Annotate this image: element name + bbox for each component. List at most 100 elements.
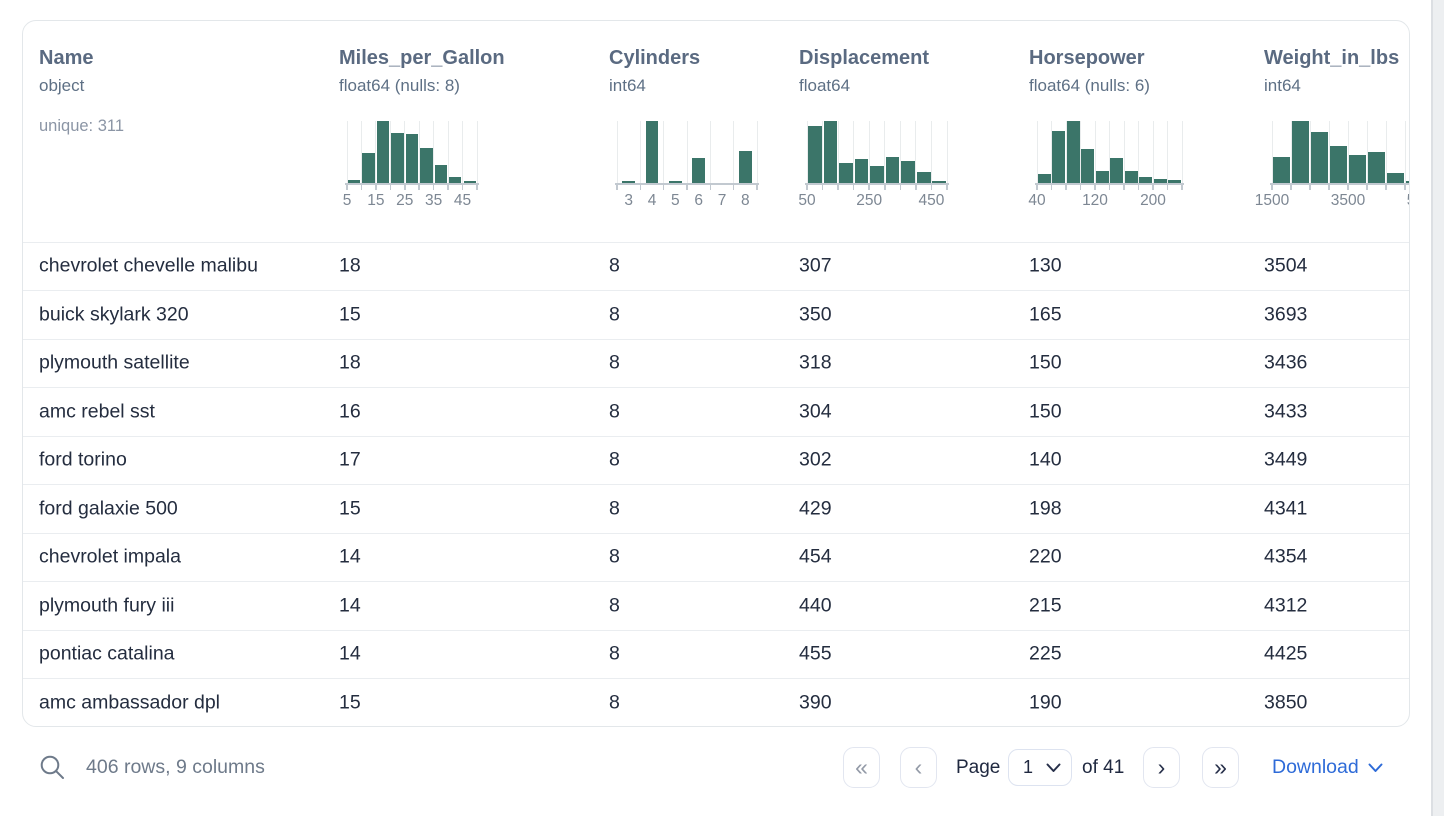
histogram-tick bbox=[476, 183, 478, 190]
histogram-bin bbox=[823, 121, 839, 183]
pagination-last-button[interactable]: » bbox=[1202, 747, 1239, 788]
histogram-gridline bbox=[404, 121, 406, 183]
histogram-gridline bbox=[1290, 121, 1292, 183]
footer: 406 rows, 9 columns « ‹ Page 1 of 41 › »… bbox=[22, 727, 1410, 812]
histogram-tick bbox=[639, 183, 642, 190]
histogram-tick-label: 6 bbox=[694, 192, 703, 209]
histogram-tick bbox=[1108, 183, 1111, 190]
cell-cylinders: 8 bbox=[609, 642, 620, 665]
column-dtype: float64 (nulls: 6) bbox=[1029, 76, 1150, 95]
histogram-gridline bbox=[733, 121, 735, 183]
histogram-bar bbox=[738, 151, 752, 183]
column-dtype: float64 bbox=[799, 76, 851, 95]
cell-weight-in-lbs: 3436 bbox=[1264, 351, 1308, 374]
histogram-bin bbox=[1066, 121, 1081, 183]
histogram-tick-label: 25 bbox=[396, 192, 414, 209]
table-row: chevrolet impala 14 8 454 220 4354 bbox=[23, 532, 1409, 582]
histogram-tick bbox=[1404, 183, 1406, 190]
double-chevron-right-icon: » bbox=[1214, 754, 1227, 780]
histogram-gridline bbox=[616, 121, 618, 183]
cell-displacement: 455 bbox=[799, 642, 832, 665]
histogram-bin bbox=[900, 121, 916, 183]
column-title: Name bbox=[39, 47, 94, 69]
histogram-tick bbox=[868, 183, 870, 190]
table-body: chevrolet chevelle malibu 18 8 307 130 3504 bu… bbox=[23, 241, 1409, 727]
histogram-bar bbox=[1168, 179, 1182, 183]
histogram-bar bbox=[1349, 155, 1366, 183]
histogram-tick bbox=[686, 183, 688, 190]
table-row: plymouth satellite 18 8 318 150 3436 bbox=[23, 338, 1409, 388]
histogram-tick bbox=[915, 183, 917, 190]
cell-miles-per-gallon: 17 bbox=[339, 448, 361, 471]
table-row: pontiac catalina 14 8 455 225 4425 bbox=[23, 629, 1409, 679]
column-title: Weight_in_lbs bbox=[1264, 47, 1400, 69]
search-button[interactable] bbox=[32, 747, 72, 788]
pagination-first-button[interactable]: « bbox=[843, 747, 880, 788]
download-button[interactable]: Download bbox=[1272, 747, 1383, 788]
histogram-tick bbox=[1181, 183, 1183, 190]
histogram-tick-label: 5 bbox=[671, 192, 680, 209]
cell-cylinders: 8 bbox=[609, 545, 620, 568]
histogram-bar bbox=[839, 162, 853, 183]
histogram-bars bbox=[806, 121, 948, 183]
histogram-bin bbox=[1367, 121, 1386, 183]
histogram-bin bbox=[376, 121, 390, 183]
histogram-tick bbox=[1094, 183, 1096, 190]
table-row: ford galaxie 500 15 8 429 198 4341 bbox=[23, 484, 1409, 533]
histogram-gridline bbox=[375, 121, 377, 183]
histogram-bin bbox=[807, 121, 823, 183]
cell-horsepower: 215 bbox=[1029, 594, 1062, 617]
column-header-name: Name object unique: 311 bbox=[39, 21, 124, 136]
histogram-bin bbox=[932, 121, 948, 183]
histogram-gridline bbox=[663, 121, 665, 183]
histogram-gridline bbox=[476, 121, 478, 183]
chevron-right-icon: › bbox=[1157, 754, 1166, 780]
cell-horsepower: 150 bbox=[1029, 400, 1062, 423]
histogram-gridline bbox=[686, 121, 688, 183]
histogram-tick-label: 50 bbox=[798, 192, 816, 209]
histogram-axis bbox=[345, 183, 479, 190]
histogram-gridline bbox=[462, 121, 464, 183]
histogram-gridline bbox=[418, 121, 420, 183]
column-dtype: float64 (nulls: 8) bbox=[339, 76, 460, 95]
pagination-prev-button[interactable]: ‹ bbox=[900, 747, 937, 788]
histogram-tick bbox=[1385, 183, 1387, 190]
histogram-bar bbox=[807, 125, 822, 183]
histogram-tick-label: 120 bbox=[1082, 192, 1108, 209]
histogram-bar bbox=[1081, 148, 1095, 183]
histogram-bar bbox=[622, 180, 636, 183]
histogram-bar bbox=[885, 156, 900, 183]
histogram-bin bbox=[1095, 121, 1110, 183]
histogram-bar bbox=[1095, 170, 1109, 183]
histogram-bin bbox=[463, 121, 477, 183]
column-title: Displacement bbox=[799, 47, 930, 69]
histogram-gridline bbox=[346, 121, 348, 183]
histogram-bin bbox=[1124, 121, 1139, 183]
histogram-bin bbox=[854, 121, 870, 183]
histogram-bin bbox=[1153, 121, 1168, 183]
histogram-bin bbox=[710, 121, 733, 183]
histogram-tick bbox=[404, 183, 406, 190]
histogram-bar bbox=[854, 158, 869, 183]
cell-cylinders: 8 bbox=[609, 400, 620, 423]
histogram-bar bbox=[870, 166, 884, 183]
column-header-weight-in-lbs: Weight_in_lbs int64 1500 3500 5500 bbox=[1255, 21, 1409, 212]
histogram-tick bbox=[1152, 183, 1154, 190]
histogram-gridline bbox=[822, 121, 824, 183]
histogram-tick-label: 3 bbox=[624, 192, 633, 209]
table-row: amc rebel sst 16 8 304 150 3433 bbox=[23, 387, 1409, 436]
cell-weight-in-lbs: 3693 bbox=[1264, 303, 1308, 326]
histogram-tick bbox=[899, 183, 902, 190]
page-select[interactable]: 1 bbox=[1008, 749, 1072, 786]
histogram-gridline bbox=[1152, 121, 1154, 183]
histogram-tick bbox=[461, 183, 464, 190]
histogram-tick bbox=[418, 183, 420, 190]
pagination-next-button[interactable]: › bbox=[1143, 747, 1180, 788]
histogram-bar bbox=[901, 160, 915, 183]
cell-displacement: 350 bbox=[799, 303, 832, 326]
column-header-horsepower: Horsepower float64 (nulls: 6) 40 120 200 bbox=[1028, 21, 1184, 212]
cell-name: pontiac catalina bbox=[39, 642, 175, 665]
histogram-bar bbox=[391, 133, 404, 183]
histogram-gridline bbox=[1385, 121, 1387, 183]
